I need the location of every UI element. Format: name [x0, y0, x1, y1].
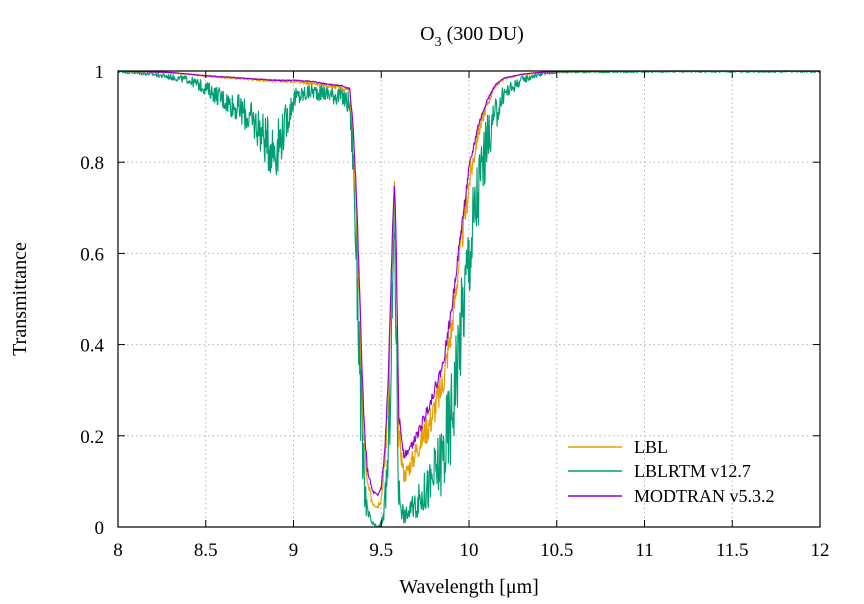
x-tick-label: 8 — [113, 540, 123, 561]
x-axis-label: Wavelength [μm] — [399, 576, 539, 598]
x-tick-label: 10.5 — [540, 540, 573, 561]
legend-label-modtran: MODTRAN v5.3.2 — [634, 486, 775, 506]
y-tick-label: 0.6 — [80, 244, 104, 265]
x-tick-label: 9 — [289, 540, 299, 561]
x-tick-label: 11.5 — [716, 540, 749, 561]
y-tick-label: 0.8 — [80, 153, 104, 174]
chart-title: O3 (300 DU) — [420, 23, 524, 50]
title-main: O — [420, 23, 434, 45]
axis-ticks: 8 8.5 9 9.5 10 10.5 11 11.5 12 0 0.2 0.4 0.6 0.8 1 — [80, 62, 829, 561]
x-tick-label: 10 — [460, 540, 479, 561]
y-tick-label: 0 — [95, 518, 105, 539]
y-tick-label: 0.4 — [80, 336, 104, 357]
y-tick-label: 1 — [95, 62, 105, 83]
grid — [118, 71, 820, 527]
title-rest: (300 DU) — [442, 23, 524, 45]
x-tick-label: 12 — [811, 540, 830, 561]
title-subscript: 3 — [435, 35, 442, 50]
y-tick-label: 0.2 — [80, 427, 104, 448]
legend-label-lblrtm: LBLRTM v12.7 — [634, 461, 751, 481]
legend-label-lbl: LBL — [634, 437, 668, 457]
x-tick-label: 9.5 — [369, 540, 393, 561]
y-axis-label: Transmittance — [9, 242, 31, 356]
x-tick-label: 8.5 — [194, 540, 218, 561]
x-tick-label: 11 — [635, 540, 653, 561]
legend: LBL LBLRTM v12.7 MODTRAN v5.3.2 — [568, 437, 775, 506]
